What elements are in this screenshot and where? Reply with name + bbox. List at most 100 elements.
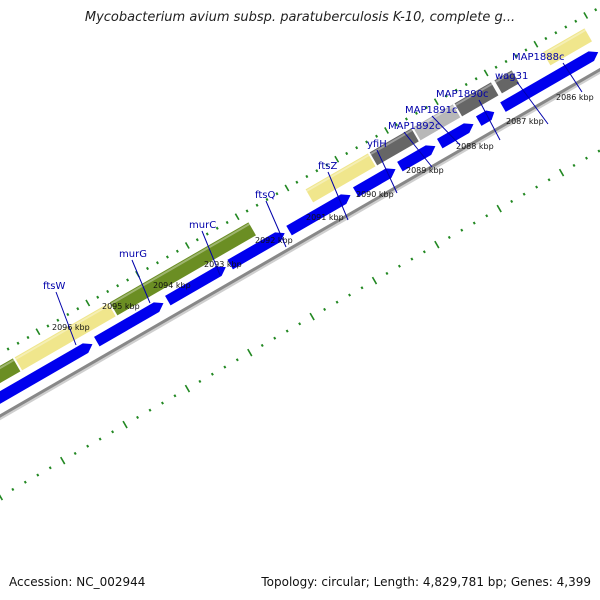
- inner-tick: [305, 174, 309, 179]
- kbp-label: 2094 kbp: [153, 281, 191, 290]
- outer-tick: [323, 307, 327, 312]
- outer-tick: [397, 264, 401, 268]
- gene-pointer-line: [562, 62, 583, 93]
- cog-feature-bar: [305, 153, 376, 203]
- inner-tick: [16, 341, 20, 345]
- cds-arrow: [397, 145, 436, 172]
- outer-tick: [198, 379, 202, 384]
- outer-tick: [434, 240, 440, 249]
- cog-feature-highlight: [110, 223, 250, 305]
- outer-tick: [460, 228, 464, 232]
- inner-tick: [433, 98, 439, 106]
- inner-tick: [365, 140, 369, 144]
- inner-tick: [155, 261, 159, 265]
- outer-tick: [60, 456, 66, 465]
- inner-tick: [35, 328, 41, 336]
- cds-arrow: [352, 168, 396, 197]
- inner-tick: [394, 123, 398, 127]
- inner-tick: [494, 65, 498, 69]
- inner-tick: [96, 295, 100, 299]
- gene-label-ftsz: ftsZ: [318, 161, 337, 172]
- inner-tick: [424, 105, 428, 110]
- gene-label-map1888c: MAP1888c: [512, 52, 564, 63]
- cds-arrow: [94, 302, 164, 347]
- outer-tick: [298, 322, 302, 326]
- inner-tick: [116, 284, 120, 288]
- outer-tick: [584, 156, 588, 160]
- cds-arrow: [0, 343, 93, 404]
- inner-tick: [245, 209, 249, 213]
- inner-tick: [375, 134, 379, 138]
- gene-label-murg: murG: [119, 249, 147, 260]
- inner-tick: [66, 312, 70, 317]
- gene-pointer-line: [376, 149, 398, 194]
- inner-tick: [474, 77, 478, 81]
- gene-pointer-line: [327, 171, 349, 221]
- outer-tick: [86, 444, 90, 448]
- cds-arrow: [227, 232, 285, 270]
- inner-tick: [46, 324, 50, 328]
- inner-tick: [504, 59, 508, 64]
- cog-feature-bar: [0, 358, 21, 384]
- outer-tick: [260, 343, 264, 348]
- gene-label-murc: murC: [189, 220, 216, 231]
- inner-tick: [594, 8, 598, 12]
- cog-feature-highlight: [455, 83, 493, 106]
- inner-tick: [184, 242, 190, 249]
- outer-tick: [223, 365, 227, 369]
- outer-tick: [285, 329, 289, 333]
- inner-tick: [175, 249, 179, 253]
- inner-tick: [255, 203, 259, 207]
- outer-tick: [122, 420, 128, 429]
- inner-tick: [404, 117, 408, 121]
- gene-label-ftsw: ftsW: [43, 281, 65, 292]
- outer-tick: [73, 451, 77, 456]
- inner-tick: [414, 111, 418, 115]
- cog-feature-strand: [0, 28, 592, 384]
- cog-feature-bar: [412, 104, 461, 141]
- gene-pointer-line: [55, 291, 77, 346]
- kbp-label: 2090 kbp: [356, 190, 394, 199]
- map-title: Mycobacterium avium subsp. paratuberculo…: [84, 10, 516, 25]
- cds-arrow: [165, 266, 226, 306]
- inner-tick: [325, 163, 329, 167]
- inner-tick: [514, 54, 518, 58]
- gene-label-wag31: wag31: [495, 71, 528, 82]
- inner-tick: [574, 19, 578, 23]
- inner-tick: [315, 169, 319, 173]
- inner-tick: [284, 184, 290, 192]
- gene-pointer-line: [431, 115, 461, 146]
- outer-tick: [510, 199, 514, 204]
- outer-tick: [410, 257, 414, 261]
- outer-tick: [371, 276, 378, 285]
- cog-feature-bar: [454, 82, 499, 117]
- inner-tick: [76, 307, 80, 311]
- kbp-scale: 2096 kbp 2095 kbp 2094 kbp 2093 kbp 2092 kbp…: [52, 93, 594, 332]
- inner-tick: [56, 318, 60, 322]
- outer-tick: [148, 408, 152, 412]
- inner-tick: [583, 12, 589, 19]
- cog-feature-bar: [14, 303, 116, 371]
- inner-tick: [533, 40, 539, 48]
- outer-tick: [36, 473, 40, 477]
- gene-label-map1892c: MAP1892c: [388, 121, 440, 132]
- outer-tick: [48, 466, 52, 470]
- backbone: [0, 67, 600, 418]
- kbp-label: 2089 kbp: [406, 166, 444, 175]
- outer-tick: [235, 358, 239, 362]
- outer-tick: [485, 214, 489, 218]
- outer-tick: [597, 149, 600, 153]
- inner-tick: [334, 155, 340, 163]
- outer-tick: [522, 192, 526, 196]
- outer-tick: [447, 235, 451, 240]
- cog-feature-highlight: [0, 359, 15, 370]
- topology-info: Topology: circular; Length: 4,829,781 bp…: [261, 575, 591, 589]
- gene-pointer-line: [403, 131, 433, 168]
- gene-label-ftsq: ftsQ: [255, 190, 275, 201]
- inner-tick: [234, 213, 240, 221]
- inner-tick: [483, 69, 489, 77]
- inner-tick: [564, 25, 568, 29]
